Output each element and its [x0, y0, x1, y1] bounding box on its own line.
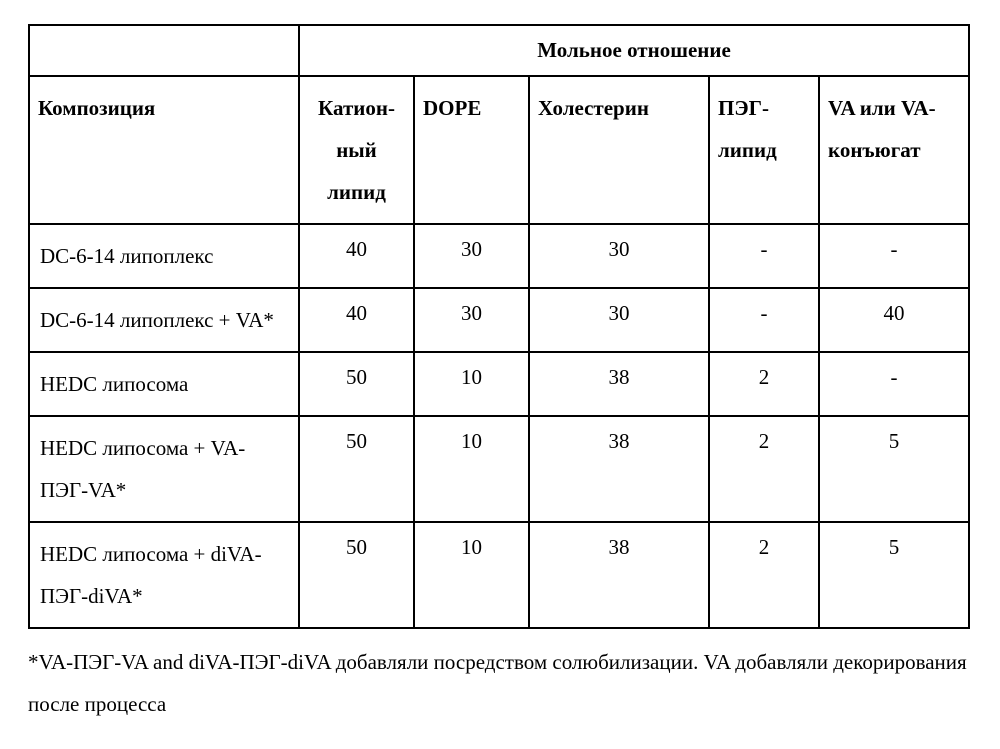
cell: - [819, 352, 969, 416]
table-row: HEDC липосома + VA-ПЭГ-VA* 50 10 38 2 5 [29, 416, 969, 522]
col-cationic-lipid: Катион-ныйлипид [299, 76, 414, 224]
cell: 2 [709, 522, 819, 628]
cell: 5 [819, 522, 969, 628]
row-label: DC-6-14 липоплекс [29, 224, 299, 288]
cell: 30 [529, 288, 709, 352]
header-molar-ratio: Мольное отношение [299, 25, 969, 76]
cell: 50 [299, 522, 414, 628]
table-row: HEDC липосома + diVA-ПЭГ-diVA* 50 10 38 … [29, 522, 969, 628]
cell: - [709, 224, 819, 288]
cell: 2 [709, 352, 819, 416]
row-label: HEDC липосома [29, 352, 299, 416]
molar-ratio-table: Мольное отношение Композиция Катион-ныйл… [28, 24, 970, 629]
cell: 40 [819, 288, 969, 352]
header-empty [29, 25, 299, 76]
cell: 30 [414, 224, 529, 288]
table-row: DC-6-14 липоплекс 40 30 30 - - [29, 224, 969, 288]
cell: 50 [299, 416, 414, 522]
cell: - [819, 224, 969, 288]
cell: 30 [414, 288, 529, 352]
cell: 50 [299, 352, 414, 416]
row-label: HEDC липосома + VA-ПЭГ-VA* [29, 416, 299, 522]
col-composition: Композиция [29, 76, 299, 224]
cell: 10 [414, 522, 529, 628]
cell: 40 [299, 224, 414, 288]
table-row: DC-6-14 липоплекс + VA* 40 30 30 - 40 [29, 288, 969, 352]
cell: 10 [414, 416, 529, 522]
table-row: HEDC липосома 50 10 38 2 - [29, 352, 969, 416]
row-label: HEDC липосома + diVA-ПЭГ-diVA* [29, 522, 299, 628]
footnote: *VA-ПЭГ-VA and diVA-ПЭГ-diVA добавляли п… [28, 641, 968, 725]
cell: 5 [819, 416, 969, 522]
col-cholesterol: Холестерин [529, 76, 709, 224]
cell: 38 [529, 522, 709, 628]
col-va-conjugate: VA или VA-конъюгат [819, 76, 969, 224]
cell: 10 [414, 352, 529, 416]
cell: 38 [529, 352, 709, 416]
cell: 40 [299, 288, 414, 352]
row-label: DC-6-14 липоплекс + VA* [29, 288, 299, 352]
col-dope: DOPE [414, 76, 529, 224]
cell: 2 [709, 416, 819, 522]
cell: 38 [529, 416, 709, 522]
cell: 30 [529, 224, 709, 288]
cell: - [709, 288, 819, 352]
col-peg-lipid: ПЭГ-липид [709, 76, 819, 224]
